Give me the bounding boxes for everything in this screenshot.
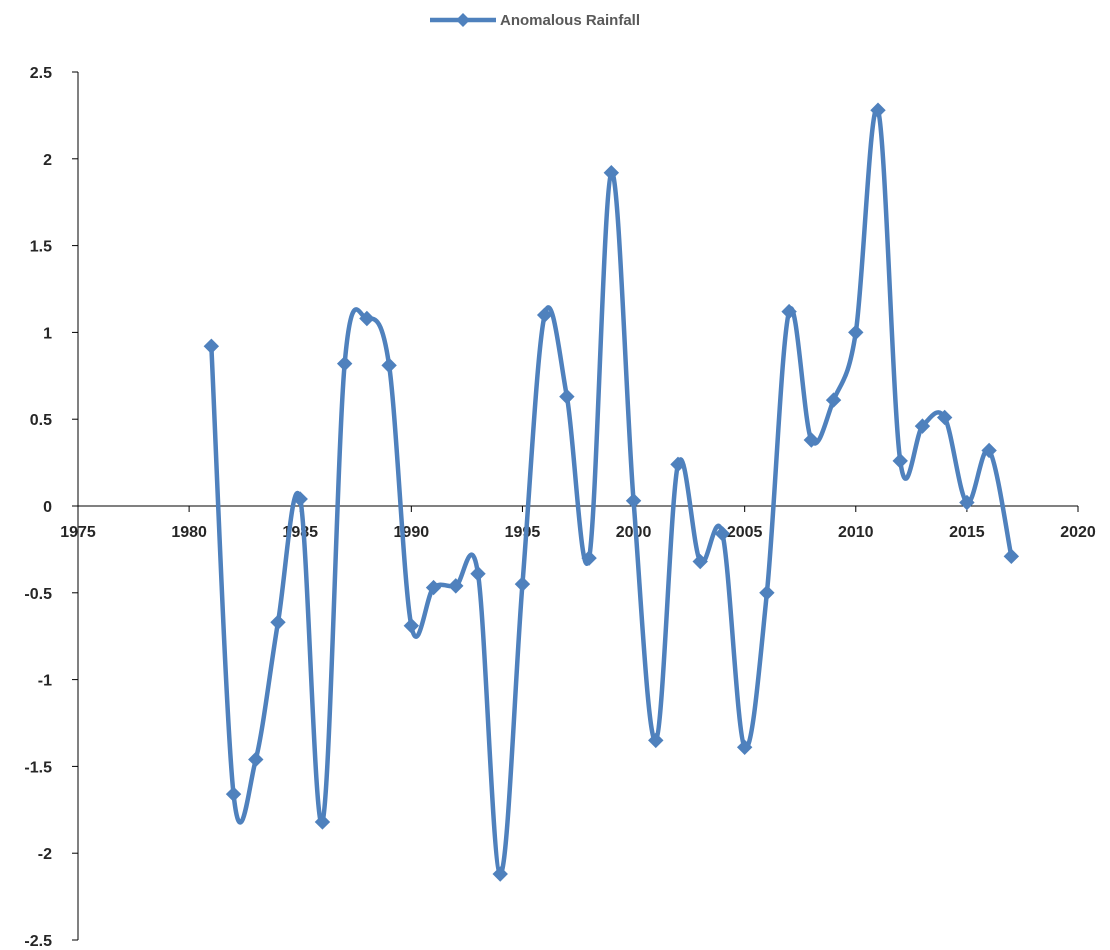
data-point-marker [203,338,220,354]
y-tick-label: -0.5 [24,586,52,603]
data-point-marker [270,614,286,631]
data-point-marker [936,409,953,426]
data-point-marker [803,432,820,448]
data-point-marker [314,814,331,830]
data-point-marker [914,418,931,434]
data-point-marker [448,578,464,594]
data-point-marker [225,786,242,802]
data-point-marker [603,164,620,181]
x-tick-label: 2015 [949,524,985,541]
data-point-marker [1003,548,1020,565]
data-point-marker [692,553,708,570]
data-point-marker [848,324,864,341]
y-tick-label: 0.5 [30,412,52,429]
y-tick-label: 2.5 [30,65,52,82]
data-point-marker [536,307,553,323]
data-point-marker [359,310,375,327]
y-tick-label: 2 [43,152,52,169]
y-tick-label: -1 [38,673,52,690]
data-point-marker [736,739,753,756]
data-point-marker [514,576,531,592]
data-point-marker [781,303,797,320]
x-tick-label: 1980 [171,524,207,541]
x-tick-label: 1975 [60,524,96,541]
data-point-marker [959,494,975,511]
legend: Anomalous Rainfall [430,12,640,29]
data-point-marker [492,866,508,882]
data-point-marker [425,579,442,596]
data-point-marker [714,526,731,542]
x-ticks: 1975 1980 1985 1990 1995 2000 2005 2010 2015 2020 [60,506,1096,541]
data-point-marker [892,453,908,469]
y-tick-label: 0 [43,499,52,516]
y-tick-label: -2 [38,846,52,863]
data-point-marker [625,493,642,509]
data-point-marker [248,751,264,768]
y-tick-label: -2.5 [24,933,52,950]
data-point-marker [403,618,420,634]
x-tick-label: 2020 [1060,524,1096,541]
data-point-marker [292,491,308,507]
data-point-marker [648,732,664,749]
x-tick-label: 1990 [394,524,430,541]
data-point-marker [381,357,397,374]
y-tick-label: -1.5 [24,759,52,776]
y-tick-label: 1.5 [30,239,52,256]
x-tick-label: 2000 [616,524,652,541]
data-point-marker [470,565,486,582]
y-tick-label: 1 [43,325,52,342]
data-point-marker [670,456,686,473]
x-tick-label: 2005 [727,524,763,541]
data-point-marker [336,355,353,372]
data-point-marker [581,550,597,566]
x-tick-label: 2010 [838,524,874,541]
data-point-marker [825,392,842,408]
data-point-marker [870,102,886,118]
data-point-marker [759,585,775,601]
x-tick-label: 1995 [505,524,541,541]
data-point-marker [981,442,997,459]
y-ticks: 2.5 2 1.5 1 0.5 0 -0.5 -1 -1.5 -2 -2.5 [24,65,78,950]
series-line [209,106,1014,877]
legend-label: Anomalous Rainfall [500,12,640,29]
series-layer [203,102,1020,882]
data-point-marker [559,388,575,405]
legend-marker-swatch [456,13,470,27]
